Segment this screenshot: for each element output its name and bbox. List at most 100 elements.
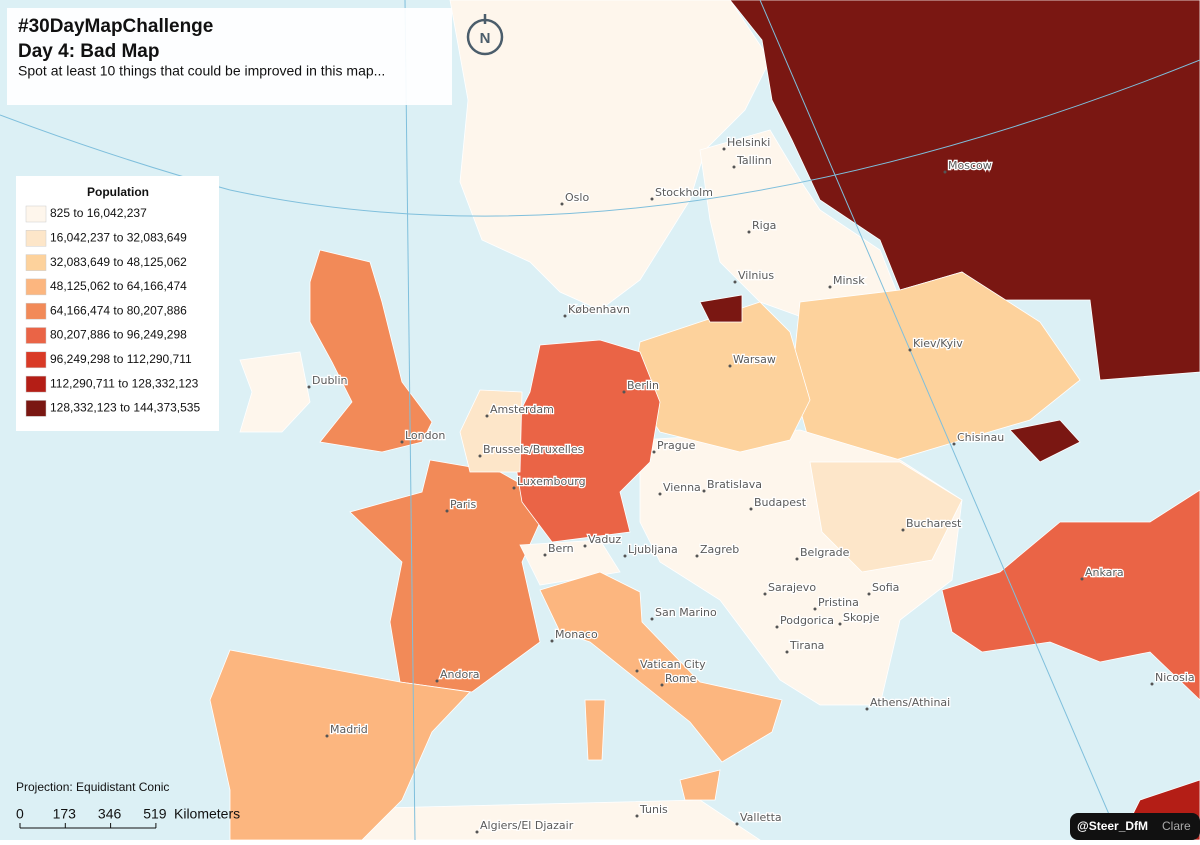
city-dot — [943, 170, 947, 174]
scale-unit: Kilometers — [174, 806, 240, 822]
city-dot — [722, 147, 726, 151]
legend-label: 112,290,711 to 128,332,123 — [50, 376, 199, 390]
country-shape — [209, 649, 471, 841]
city-dot — [775, 625, 779, 629]
subtitle: Day 4: Bad Map — [18, 41, 159, 62]
city-label: Belgrade — [800, 546, 850, 559]
country-shape — [239, 351, 311, 433]
city-dot — [435, 679, 439, 683]
city-dot — [865, 707, 869, 711]
scale-label: 519 — [143, 806, 167, 822]
city-dot — [635, 669, 639, 673]
city-label: Moscow — [948, 159, 992, 172]
city-label: Chisinau — [957, 431, 1004, 444]
city-dot — [732, 165, 736, 169]
city-label: Amsterdam — [490, 403, 554, 416]
country-shape — [809, 461, 963, 573]
legend-label: 64,166,474 to 80,207,886 — [50, 303, 187, 317]
legend-swatch — [25, 400, 47, 417]
description: Spot at least 10 things that could be im… — [18, 63, 385, 79]
city-dot — [908, 348, 912, 352]
credit-name: Clare — [1162, 819, 1191, 833]
city-label: Ankara — [1085, 566, 1124, 579]
city-label: Bucharest — [906, 517, 962, 530]
city-label: San Marino — [655, 606, 717, 619]
city-label: Valletta — [740, 811, 782, 824]
city-label: Sarajevo — [768, 581, 816, 594]
city-label: Berlin — [627, 379, 659, 392]
legend-swatch — [25, 254, 47, 271]
city-label: Brussels/Bruxelles — [483, 443, 584, 456]
legend-label: 16,042,237 to 32,083,649 — [50, 230, 187, 244]
city-label: Rome — [665, 672, 697, 685]
city-dot — [733, 280, 737, 284]
city-dot — [622, 390, 626, 394]
credit-box — [1070, 813, 1200, 840]
city-dot — [543, 553, 547, 557]
city-label: Bern — [548, 542, 574, 555]
city-label: Ljubljana — [628, 543, 678, 556]
city-label: Oslo — [565, 191, 589, 204]
city-label: Paris — [450, 498, 476, 511]
city-label: Bratislava — [707, 478, 762, 491]
title-box — [7, 8, 452, 105]
city-label: Helsinki — [727, 136, 770, 149]
title: #30DayMapChallenge — [18, 16, 213, 37]
city-dot — [583, 544, 587, 548]
city-dot — [650, 197, 654, 201]
city-label: Luxembourg — [517, 475, 586, 488]
country-shape — [459, 389, 523, 473]
legend-swatch — [25, 302, 47, 320]
legend-label: 48,125,062 to 64,166,474 — [50, 279, 187, 293]
city-dot — [747, 230, 751, 234]
city-label: Riga — [752, 219, 776, 232]
city-dot — [445, 509, 449, 513]
city-label: Warsaw — [733, 353, 776, 366]
city-dot — [512, 486, 516, 490]
country-shape — [699, 294, 743, 323]
land — [209, 0, 1200, 841]
graticule-line — [404, 0, 416, 841]
legend-label: 96,249,298 to 112,290,711 — [50, 352, 192, 366]
city-dot — [660, 683, 664, 687]
city-dot — [475, 830, 479, 834]
legend-label: 128,332,123 to 144,373,535 — [50, 401, 200, 415]
city-label: Tunis — [639, 803, 668, 816]
city-dot — [785, 650, 789, 654]
city-label: Vatican City — [640, 658, 706, 671]
country-shape — [309, 249, 433, 453]
north-label: N — [480, 30, 491, 47]
city-label: Zagreb — [700, 543, 739, 556]
legend-items: 825 to 16,042,237 16,042,237 to 32,083,64… — [25, 205, 200, 417]
city-dot — [550, 639, 554, 643]
country-shape — [539, 571, 783, 763]
city-dot — [652, 450, 656, 454]
city-label: Dublin — [312, 374, 348, 387]
city-dot — [563, 314, 567, 318]
graticule-line — [229, 59, 1200, 217]
city-label: Vienna — [663, 481, 701, 494]
legend-label: 80,207,886 to 96,249,298 — [50, 328, 187, 342]
city-dot — [749, 507, 753, 511]
country-shape — [941, 489, 1200, 701]
city-dot — [763, 592, 767, 596]
city-labels: Helsinki Tallinn Oslo Stockholm Riga Vilnius M… — [307, 135, 1196, 834]
city-label: Podgorica — [780, 614, 834, 627]
projection: Projection: Equidistant Conic — [16, 780, 169, 794]
city-label: Nicosia — [1155, 671, 1195, 684]
legend-swatch — [25, 375, 47, 393]
city-dot — [695, 554, 699, 558]
scale-label: 173 — [53, 806, 77, 822]
city-label: London — [405, 429, 445, 442]
legend-box — [16, 176, 219, 431]
city-label: Algiers/El Djazair — [480, 819, 574, 832]
city-label: Skopje — [843, 611, 880, 624]
city-dot — [658, 492, 662, 496]
city-label: Sofia — [872, 581, 899, 594]
city-dot — [485, 414, 489, 418]
city-label: København — [568, 303, 630, 316]
city-label: Tallinn — [736, 154, 772, 167]
country-shape — [449, 0, 771, 311]
